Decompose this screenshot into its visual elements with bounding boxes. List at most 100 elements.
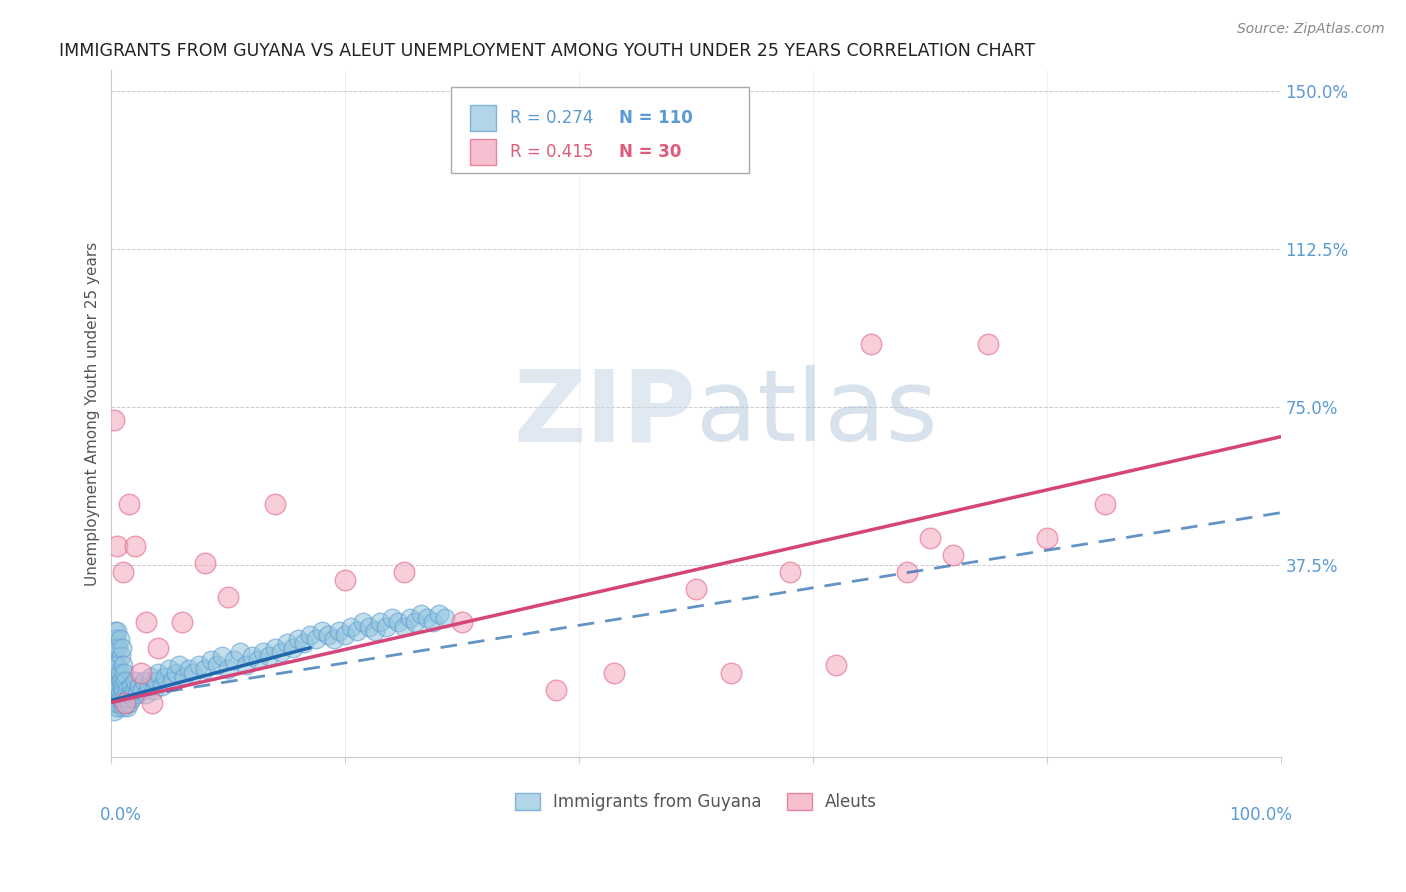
Point <box>685 582 707 596</box>
FancyBboxPatch shape <box>471 104 496 131</box>
Point <box>142 682 165 697</box>
Legend: Immigrants from Guyana, Aleuts: Immigrants from Guyana, Aleuts <box>509 787 884 818</box>
Point <box>122 682 145 697</box>
Point <box>942 548 965 562</box>
Point <box>112 666 135 681</box>
Point <box>264 640 287 655</box>
FancyBboxPatch shape <box>450 87 748 173</box>
Point <box>335 573 357 587</box>
Point <box>340 619 363 633</box>
Point <box>352 615 374 630</box>
Point <box>259 649 281 664</box>
Text: R = 0.274: R = 0.274 <box>510 109 593 127</box>
Point <box>104 640 127 655</box>
Point <box>121 691 143 706</box>
Point <box>112 657 135 672</box>
Point <box>115 682 138 697</box>
Point <box>112 682 135 697</box>
Point <box>103 413 125 427</box>
Point <box>381 611 404 625</box>
Point <box>127 687 149 701</box>
Point <box>103 674 125 689</box>
Point <box>120 679 142 693</box>
Point <box>264 497 287 511</box>
Point <box>779 565 801 579</box>
Point <box>145 674 167 689</box>
Point <box>148 666 170 681</box>
Point <box>107 679 129 693</box>
Point <box>150 679 173 693</box>
Point <box>240 649 263 664</box>
Point <box>157 662 180 676</box>
Point <box>292 636 315 650</box>
Point <box>118 696 141 710</box>
Text: R = 0.415: R = 0.415 <box>510 144 593 161</box>
Point <box>135 615 157 630</box>
Point <box>111 679 134 693</box>
Point <box>118 497 141 511</box>
Point <box>270 645 292 659</box>
Point <box>1036 531 1059 545</box>
Point <box>128 679 150 693</box>
Point <box>141 696 163 710</box>
Point <box>896 565 918 579</box>
Point <box>114 696 136 710</box>
Point <box>235 657 257 672</box>
Point <box>217 662 239 676</box>
Point <box>110 691 132 706</box>
FancyBboxPatch shape <box>471 139 496 165</box>
Point <box>918 531 941 545</box>
Point <box>105 632 128 647</box>
Point <box>120 687 142 701</box>
Point <box>107 640 129 655</box>
Point <box>720 666 742 681</box>
Point <box>422 615 444 630</box>
Text: ZIP: ZIP <box>513 365 696 462</box>
Point <box>211 649 233 664</box>
Point <box>148 640 170 655</box>
Point <box>375 619 398 633</box>
Point <box>103 704 125 718</box>
Point <box>311 624 333 638</box>
Point <box>131 682 153 697</box>
Point <box>108 687 131 701</box>
Point <box>392 619 415 633</box>
Point <box>404 615 426 630</box>
Point <box>110 674 132 689</box>
Point <box>165 666 187 681</box>
Point <box>416 611 439 625</box>
Point <box>114 696 136 710</box>
Point <box>357 619 380 633</box>
Point <box>105 624 128 638</box>
Point <box>138 679 160 693</box>
Point <box>105 657 128 672</box>
Point <box>398 611 420 625</box>
Point <box>129 666 152 681</box>
Point <box>115 699 138 714</box>
Point <box>112 565 135 579</box>
Point <box>105 699 128 714</box>
Point <box>105 662 128 676</box>
Point <box>111 696 134 710</box>
Point <box>276 636 298 650</box>
Text: Source: ZipAtlas.com: Source: ZipAtlas.com <box>1237 22 1385 37</box>
Point <box>411 607 433 621</box>
Point <box>105 679 128 693</box>
Point <box>252 645 274 659</box>
Point <box>305 632 328 647</box>
Point <box>181 666 204 681</box>
Point <box>328 624 350 638</box>
Point <box>104 696 127 710</box>
Point <box>433 611 456 625</box>
Point <box>114 674 136 689</box>
Point <box>167 657 190 672</box>
Point <box>246 653 269 667</box>
Point <box>141 670 163 684</box>
Point <box>104 666 127 681</box>
Point <box>104 682 127 697</box>
Point <box>103 687 125 701</box>
Point <box>124 540 146 554</box>
Point <box>299 628 322 642</box>
Point <box>177 662 200 676</box>
Point <box>224 653 246 667</box>
